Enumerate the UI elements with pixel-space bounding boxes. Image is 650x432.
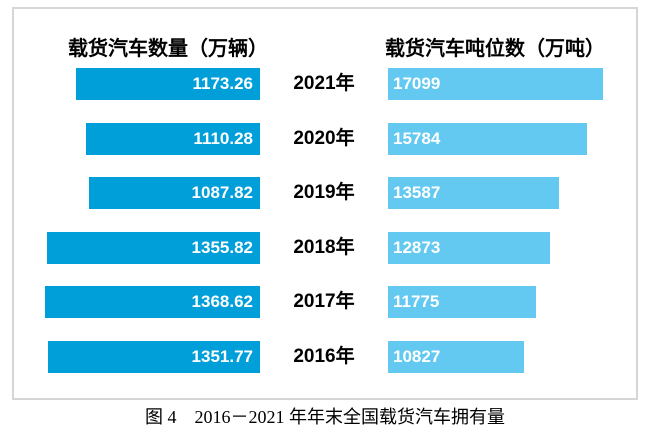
- left-bar: 1173.26: [75, 68, 260, 100]
- right-bar-value: 11775: [393, 292, 440, 311]
- year-label: 2021年: [293, 73, 355, 94]
- chart-row: 1355.82 2018年 12873: [14, 232, 636, 264]
- chart-row: 1351.77 2016年 10827: [14, 341, 636, 373]
- right-bar: 15784: [388, 123, 587, 155]
- left-bar-value: 1087.82: [191, 183, 253, 202]
- year-label: 2020年: [293, 128, 355, 149]
- chart-row: 1173.26 2021年 17099: [14, 68, 636, 100]
- left-bar: 1368.62: [45, 286, 260, 318]
- year-label: 2016年: [293, 346, 355, 367]
- year-label: 2017年: [293, 291, 355, 312]
- chart-area: 载货汽车数量（万辆） 载货汽车吨位数（万吨） 1173.26 2021年 17099…: [12, 7, 638, 400]
- right-bar-value: 10827: [393, 347, 441, 366]
- right-bar-value: 15784: [393, 129, 441, 148]
- figure-caption: 图 4 2016－2021 年年末全国载货汽车拥有量: [145, 407, 505, 427]
- chart-row: 1087.82 2019年 13587: [14, 177, 636, 209]
- right-bar-value: 17099: [393, 74, 441, 93]
- right-bar: 12873: [388, 232, 550, 264]
- year-label: 2019年: [293, 182, 355, 203]
- chart-row: 1368.62 2017年 11775: [14, 286, 636, 318]
- right-bar: 10827: [388, 341, 525, 373]
- left-bar-value: 1368.62: [191, 292, 253, 311]
- left-bar-value: 1351.77: [191, 347, 253, 366]
- chart-row: 1110.28 2020年 15784: [14, 123, 636, 155]
- left-bar: 1355.82: [47, 232, 260, 264]
- right-series-title: 载货汽车吨位数（万吨）: [385, 38, 605, 60]
- left-bar-value: 1355.82: [191, 238, 253, 257]
- right-bar-value: 12873: [393, 238, 441, 257]
- right-bar-value: 13587: [393, 183, 441, 202]
- left-bar: 1087.82: [89, 177, 260, 209]
- year-label: 2018年: [293, 237, 355, 258]
- right-bar: 13587: [388, 177, 559, 209]
- right-bar: 17099: [388, 68, 603, 100]
- left-bar-value: 1173.26: [192, 74, 253, 93]
- left-bar: 1351.77: [47, 341, 260, 373]
- left-bar: 1110.28: [85, 123, 260, 155]
- left-series-title: 载货汽车数量（万辆）: [68, 38, 268, 60]
- right-bar: 11775: [388, 286, 537, 318]
- left-bar-value: 1110.28: [193, 129, 253, 148]
